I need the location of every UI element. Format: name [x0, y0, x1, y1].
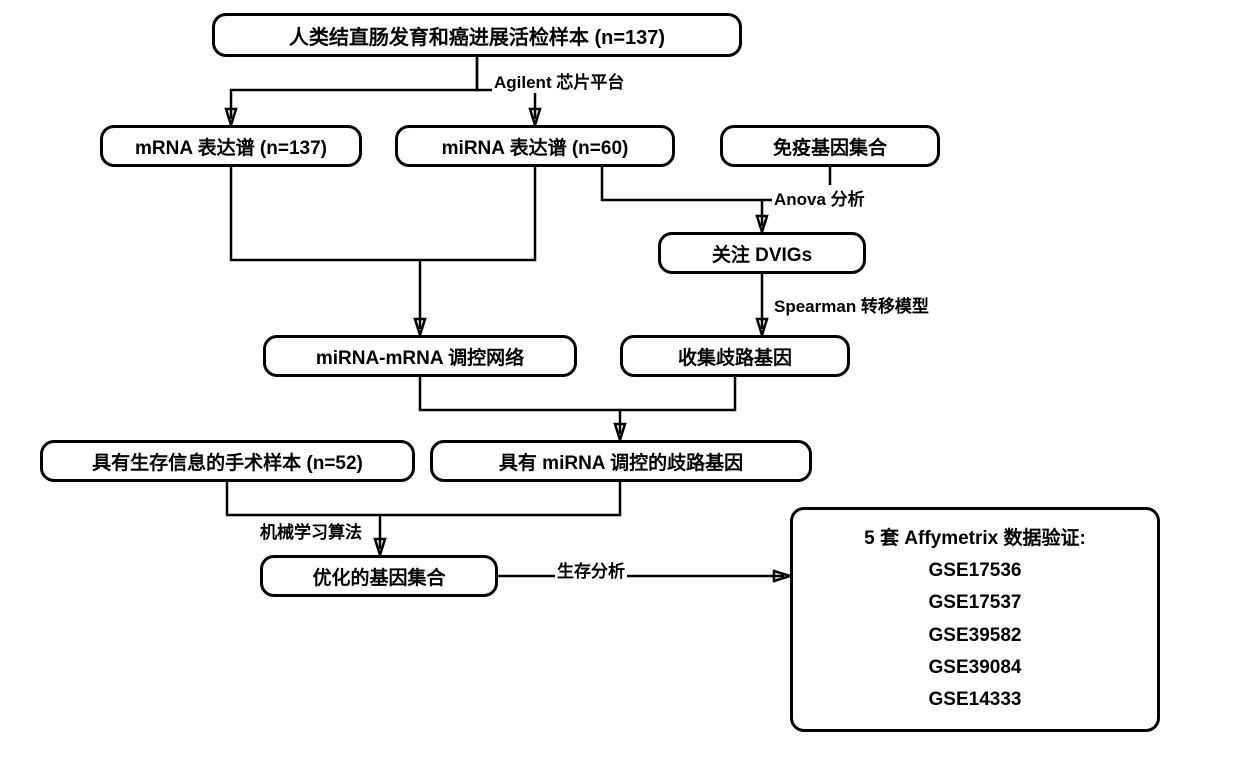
node-mirna-expression: miRNA 表达谱 (n=60)	[395, 125, 675, 167]
node-mirna-mrna-network: miRNA-mRNA 调控网络	[263, 335, 577, 377]
node-validation-datasets: 5 套 Affymetrix 数据验证: GSE17536 GSE17537 G…	[790, 507, 1160, 732]
validation-title: 5 套 Affymetrix 数据验证:	[864, 523, 1086, 555]
edge-label-ml: 机械学习算法	[258, 518, 364, 543]
validation-item: GSE17537	[929, 587, 1022, 619]
validation-item: GSE39582	[929, 620, 1022, 652]
node-immune-gene-set: 免疫基因集合	[720, 125, 940, 167]
validation-item: GSE17536	[929, 555, 1022, 587]
node-mrna-expression: mRNA 表达谱 (n=137)	[100, 125, 362, 167]
node-optimized-gene-set: 优化的基因集合	[260, 555, 498, 597]
edge-label-survival: 生存分析	[555, 557, 627, 582]
node-top-samples: 人类结直肠发育和癌进展活检样本 (n=137)	[212, 13, 742, 57]
validation-item: GSE14333	[929, 684, 1022, 716]
node-surgical-survival: 具有生存信息的手术样本 (n=52)	[40, 440, 415, 482]
node-focus-dvigs: 关注 DVIGs	[658, 232, 866, 274]
node-mirna-crossroad-genes: 具有 miRNA 调控的歧路基因	[430, 440, 812, 482]
edge-label-agilent: Agilent 芯片平台	[492, 68, 626, 93]
edge-label-anova: Anova 分析	[772, 185, 867, 210]
validation-item: GSE39084	[929, 652, 1022, 684]
edge-label-spearman: Spearman 转移模型	[772, 292, 931, 317]
node-collect-crossroad-genes: 收集歧路基因	[620, 335, 850, 377]
